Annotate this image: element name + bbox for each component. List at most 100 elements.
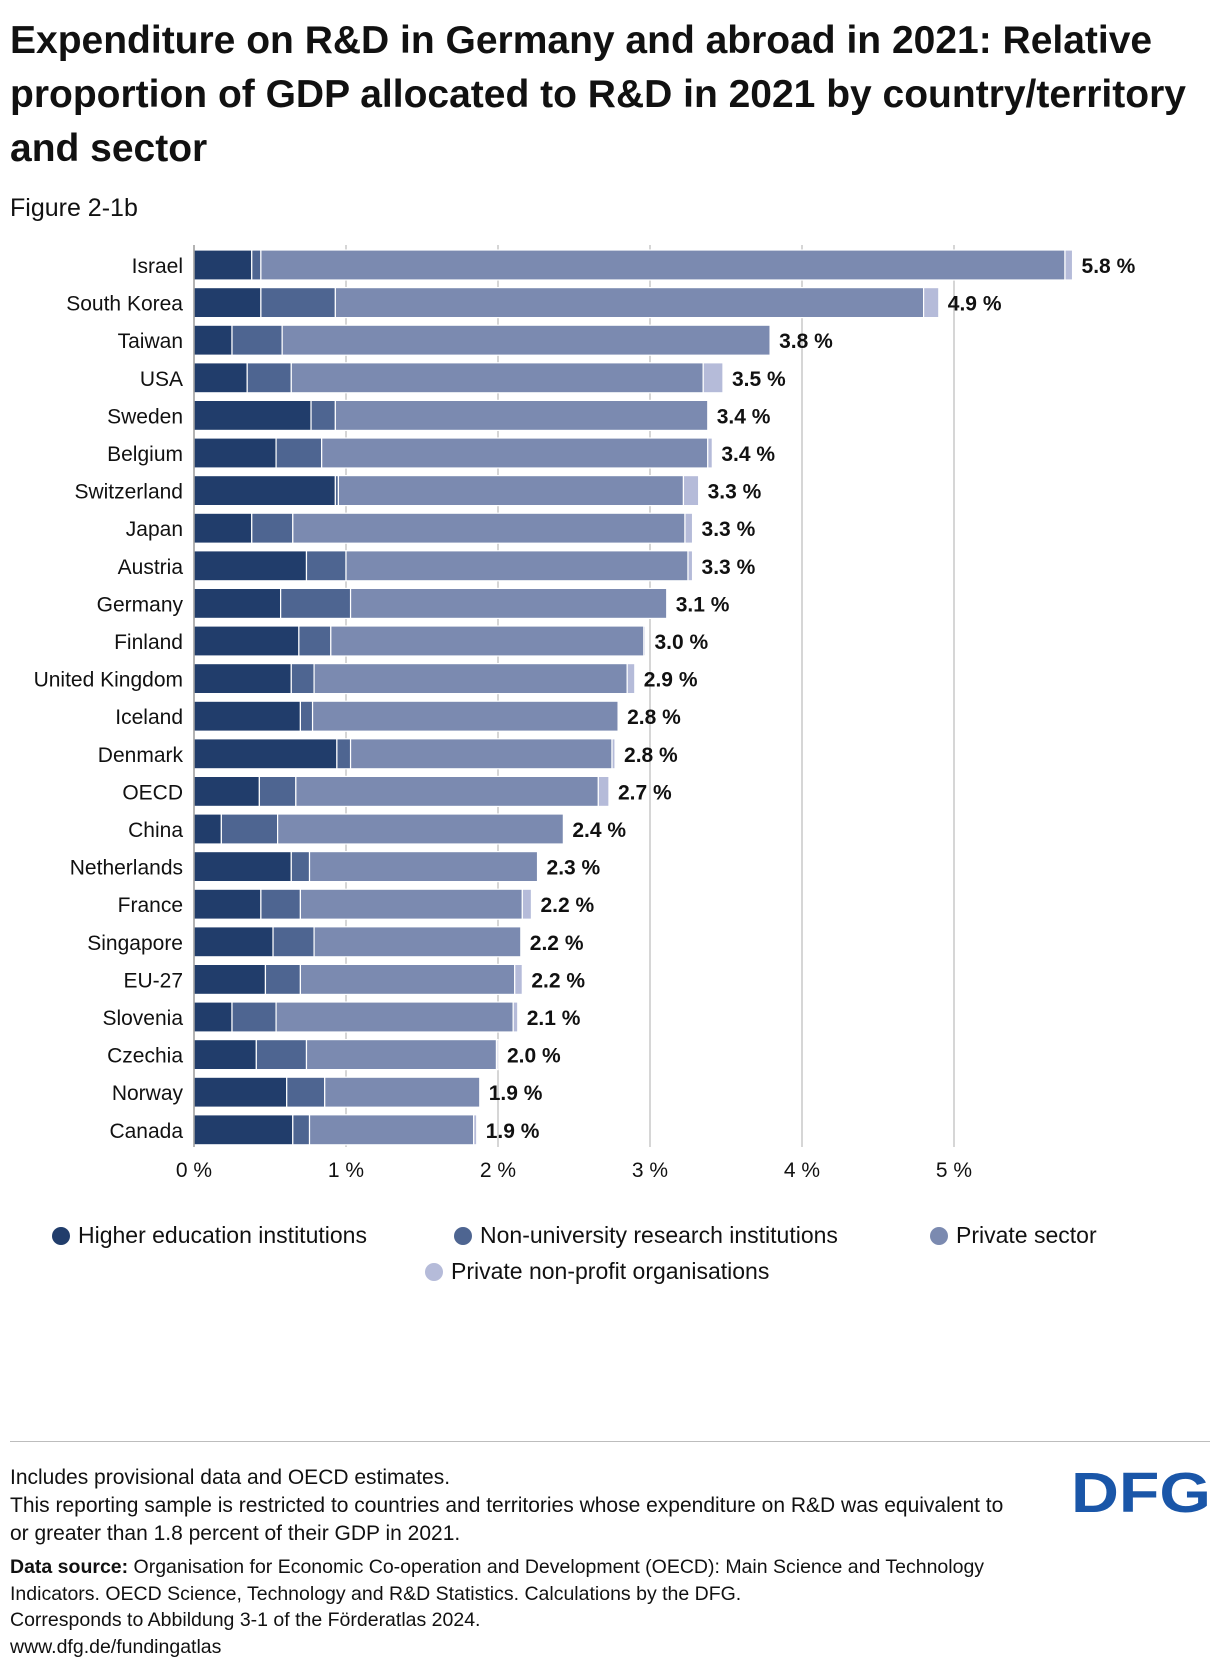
total-label: 2.9 % (644, 669, 698, 692)
bar-segment-higher_education (193, 249, 253, 281)
total-label: 1.9 % (489, 1082, 543, 1105)
x-tick-label: 1 % (328, 1159, 364, 1182)
bar-segment-non_university (251, 249, 262, 281)
bar-segment-non_university (290, 850, 311, 883)
dfg-logo: DFG (1071, 1468, 1211, 1516)
bar-segment-non_profit (922, 286, 940, 319)
bar-segment-private_sector (311, 700, 619, 732)
bar-segment-higher_education (193, 399, 312, 431)
bar-segment-higher_education (193, 1114, 294, 1146)
bar-segment-non_university (260, 286, 336, 319)
bar-segment-private_sector (292, 512, 686, 544)
bar-segment-higher_education (193, 475, 336, 507)
legend-item-private-sector: Private sector (930, 1222, 1097, 1249)
category-label: Denmark (98, 744, 184, 767)
bar-segment-non_university (336, 738, 352, 770)
bar-segment-private_sector (308, 1114, 475, 1146)
legend-label: Non-university research institutions (480, 1222, 838, 1248)
note-provisional: Includes provisional data and OECD estim… (10, 1466, 451, 1489)
bar-segment-higher_education (193, 512, 253, 544)
legend-label: Private non-profit organisations (451, 1258, 770, 1284)
total-label: 3.4 % (717, 405, 771, 428)
category-label: Austria (118, 556, 184, 579)
bar-segment-higher_education (193, 888, 262, 920)
bar-segment-non_profit (626, 663, 636, 695)
bar-segment-private_sector (299, 888, 523, 920)
chart-title: Expenditure on R&D in Germany and abroad… (10, 19, 1186, 170)
total-label: 2.3 % (547, 857, 601, 880)
bar-segment-higher_education (193, 1001, 233, 1033)
legend-label: Higher education institutions (78, 1222, 367, 1248)
x-tick-label: 3 % (632, 1159, 668, 1182)
category-label: Germany (97, 593, 184, 616)
total-label: 3.3 % (702, 556, 756, 579)
bar-segment-non_university (298, 625, 332, 657)
total-label: 2.4 % (572, 819, 626, 842)
bar-segment-non_university (251, 512, 294, 544)
total-label: 3.5 % (732, 368, 786, 391)
category-label: China (128, 819, 183, 842)
total-label: 1.9 % (486, 1120, 540, 1143)
bar-segment-private_sector (313, 926, 522, 958)
bar-segment-higher_education (193, 587, 282, 619)
legend-label: Private sector (956, 1222, 1097, 1248)
category-label: United Kingdom (34, 669, 183, 692)
bar-segment-non_university (231, 1001, 277, 1033)
bar-segment-higher_education (193, 738, 338, 770)
bar-segment-non_university (260, 888, 302, 920)
chart-notes: Includes provisional data and OECD estim… (10, 1464, 1010, 1548)
total-label: 3.3 % (708, 481, 762, 504)
bar-segment-non_university (231, 324, 283, 356)
bar-segment-private_sector (277, 813, 564, 845)
category-label: Sweden (107, 405, 183, 428)
legend-dot-non-university (454, 1227, 472, 1245)
category-label: Japan (126, 518, 183, 541)
x-tick-label: 0 % (176, 1159, 212, 1182)
bar-segment-non_profit (643, 625, 647, 657)
total-label: 4.9 % (948, 293, 1002, 316)
bar-segment-non_profit (512, 1001, 519, 1033)
total-label: 2.2 % (530, 932, 584, 955)
bar-segment-non_profit (707, 437, 713, 469)
total-label: 3.1 % (676, 593, 730, 616)
bar-segment-non_profit (687, 550, 694, 582)
total-label: 2.1 % (527, 1007, 581, 1030)
bar-segment-private_sector (305, 1038, 498, 1071)
total-label: 2.7 % (618, 781, 672, 804)
bar-segment-higher_education (193, 1038, 257, 1071)
legend-dot-higher-education (52, 1227, 70, 1245)
category-label: Czechia (107, 1045, 183, 1068)
bar-segment-private_sector (349, 738, 613, 770)
bar-segment-private_sector (281, 324, 771, 356)
bar-segment-higher_education (193, 926, 274, 958)
category-label: France (118, 894, 183, 917)
bar-segment-non_profit (682, 475, 700, 507)
total-label: 3.3 % (702, 518, 756, 541)
bar-segment-private_sector (299, 963, 516, 996)
total-label: 3.8 % (779, 330, 833, 353)
bar-segment-non_university (275, 437, 323, 469)
bar-segment-private_sector (330, 625, 645, 657)
bar-segment-higher_education (193, 1076, 288, 1108)
bar-segment-non_university (255, 1038, 308, 1071)
bar-segment-non_profit (702, 362, 724, 394)
bar-segment-higher_education (193, 963, 267, 996)
source-url[interactable]: www.dfg.de/fundingatlas (10, 1635, 222, 1658)
x-tick-label: 5 % (936, 1159, 972, 1182)
bar-segment-non_profit (611, 738, 616, 770)
data-source: Data source: Organisation for Economic C… (10, 1554, 1010, 1660)
bar-segment-higher_education (193, 700, 302, 732)
category-label: Switzerland (74, 481, 183, 504)
bar-segment-higher_education (193, 850, 292, 883)
category-label: Slovenia (102, 1007, 183, 1030)
bar-segment-private_sector (334, 286, 925, 319)
bar-segment-private_sector (260, 249, 1066, 281)
total-label: 5.8 % (1082, 255, 1136, 278)
bar-segment-higher_education (193, 437, 277, 469)
bar-segment-private_sector (308, 850, 539, 883)
bar-segment-non_profit (684, 512, 694, 544)
bar-segment-private_sector (337, 475, 685, 507)
bar-segment-non_profit (473, 1114, 478, 1146)
bar-segment-non_university (280, 587, 352, 619)
bar-segment-private_sector (313, 663, 628, 695)
